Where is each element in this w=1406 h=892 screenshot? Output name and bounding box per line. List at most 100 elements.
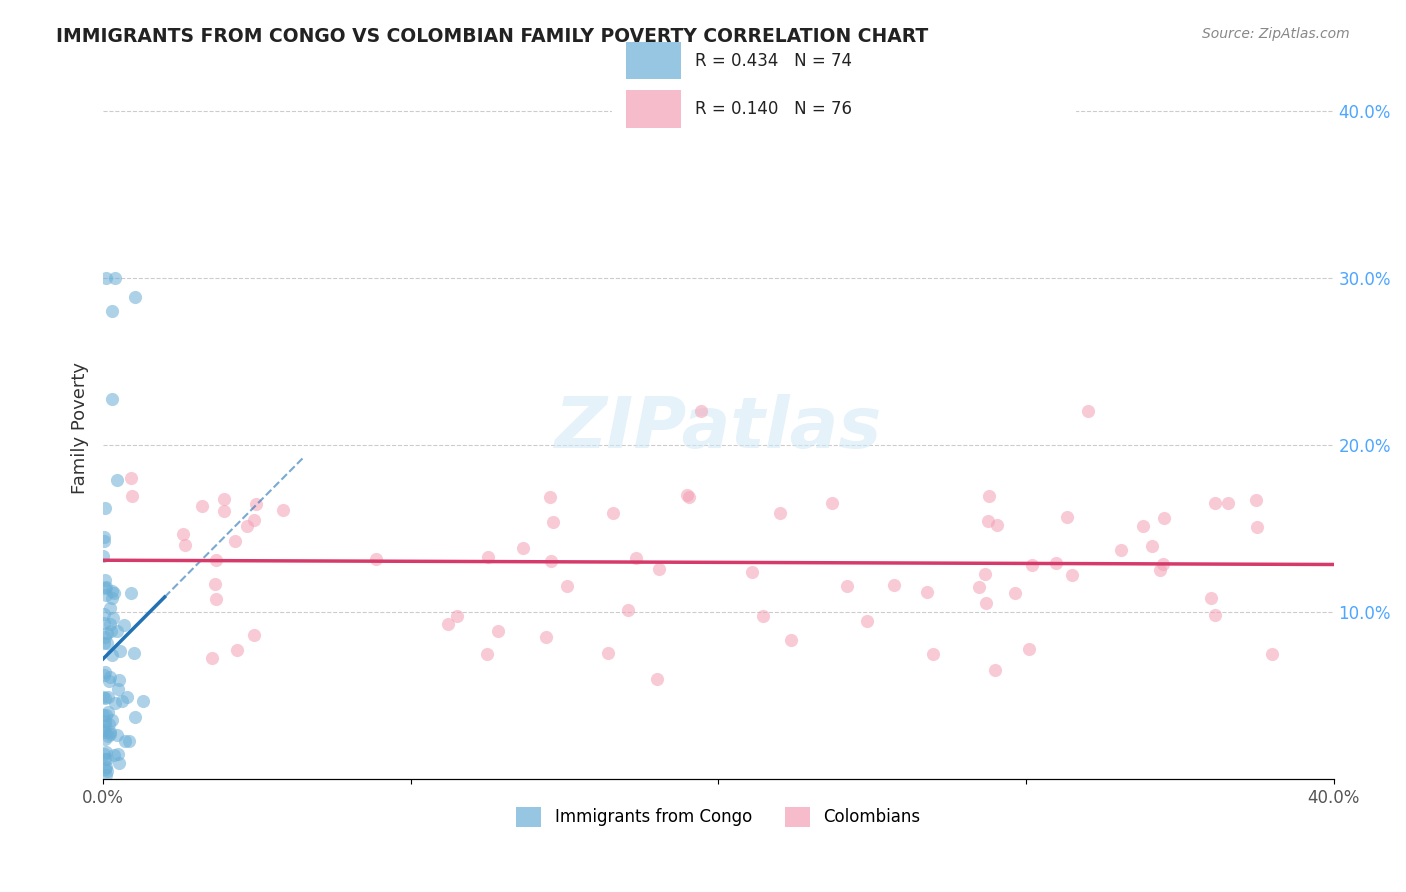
Text: R = 0.434   N = 74: R = 0.434 N = 74 xyxy=(695,53,852,70)
Point xyxy=(94,718,117,732)
Point xyxy=(1204,608,1226,623)
Point xyxy=(212,504,235,518)
Point xyxy=(1060,567,1083,582)
Point xyxy=(224,533,246,548)
Point xyxy=(1045,556,1067,570)
Point xyxy=(104,697,127,711)
Point xyxy=(1018,642,1040,657)
Point xyxy=(437,616,460,631)
Point xyxy=(101,392,124,406)
Text: IMMIGRANTS FROM CONGO VS COLOMBIAN FAMILY POVERTY CORRELATION CHART: IMMIGRANTS FROM CONGO VS COLOMBIAN FAMIL… xyxy=(56,27,928,45)
Point xyxy=(98,725,121,739)
Point xyxy=(1056,510,1078,524)
Point xyxy=(475,648,498,662)
Point xyxy=(124,290,146,304)
Point xyxy=(769,506,792,520)
Point xyxy=(94,630,117,644)
Point xyxy=(96,625,118,640)
Point xyxy=(94,500,117,515)
Point xyxy=(446,608,468,623)
Point xyxy=(678,490,700,504)
Bar xyxy=(626,90,682,128)
Point xyxy=(120,471,142,485)
Point xyxy=(366,551,388,566)
Point xyxy=(93,531,115,545)
Point xyxy=(96,708,118,723)
Text: R = 0.140   N = 76: R = 0.140 N = 76 xyxy=(695,101,852,119)
Point xyxy=(121,489,143,503)
Y-axis label: Family Poverty: Family Poverty xyxy=(72,362,89,494)
Point xyxy=(1132,519,1154,533)
Point xyxy=(976,596,998,610)
Point xyxy=(93,723,115,738)
Point xyxy=(648,562,671,576)
Point xyxy=(93,549,115,564)
Point xyxy=(112,618,135,632)
Point xyxy=(1261,647,1284,661)
Point xyxy=(93,714,115,728)
Point xyxy=(690,404,713,418)
Point xyxy=(96,752,118,766)
Point xyxy=(212,492,235,507)
Point xyxy=(201,650,224,665)
Point xyxy=(97,716,120,731)
FancyBboxPatch shape xyxy=(602,29,1085,140)
Point xyxy=(922,648,945,662)
Point xyxy=(172,526,194,541)
Point xyxy=(94,573,117,587)
Point xyxy=(100,713,122,727)
Legend: Immigrants from Congo, Colombians: Immigrants from Congo, Colombians xyxy=(509,800,927,834)
Point xyxy=(94,271,117,285)
Point xyxy=(1152,558,1174,572)
Point xyxy=(624,551,647,566)
Point xyxy=(105,473,128,487)
Point xyxy=(973,566,995,581)
Point xyxy=(101,610,124,624)
Point xyxy=(96,760,118,774)
Point xyxy=(97,705,120,719)
Point xyxy=(93,581,115,595)
Point xyxy=(1246,519,1268,533)
Point xyxy=(94,690,117,705)
Point xyxy=(1076,404,1098,418)
Point xyxy=(837,579,859,593)
Point xyxy=(534,630,557,644)
Point xyxy=(97,690,120,704)
Point xyxy=(915,585,938,599)
Point xyxy=(115,690,138,705)
Point xyxy=(98,674,121,689)
Point xyxy=(741,566,763,580)
Point xyxy=(602,506,624,520)
Point xyxy=(96,764,118,778)
Point xyxy=(100,624,122,638)
Point xyxy=(100,583,122,598)
Point xyxy=(94,665,117,680)
Point xyxy=(236,519,259,533)
Point xyxy=(174,538,197,552)
Point xyxy=(226,642,249,657)
Point xyxy=(477,549,499,564)
Point xyxy=(986,517,1008,532)
Point xyxy=(98,616,121,631)
Point xyxy=(205,592,228,607)
Point xyxy=(243,513,266,527)
Point xyxy=(111,694,134,708)
Point xyxy=(540,554,562,568)
Point xyxy=(124,710,146,724)
Point xyxy=(1244,493,1267,508)
Point xyxy=(132,694,155,708)
Point xyxy=(245,497,267,511)
Point xyxy=(96,767,118,781)
Point xyxy=(856,614,879,628)
Point xyxy=(94,752,117,766)
Point xyxy=(93,747,115,761)
Point xyxy=(103,585,125,599)
Point xyxy=(108,644,131,658)
Point xyxy=(96,589,118,603)
Point xyxy=(557,579,579,593)
Point xyxy=(107,747,129,761)
Point xyxy=(122,646,145,660)
Text: ZIPatlas: ZIPatlas xyxy=(555,393,882,463)
Point xyxy=(93,668,115,682)
Point xyxy=(93,533,115,548)
